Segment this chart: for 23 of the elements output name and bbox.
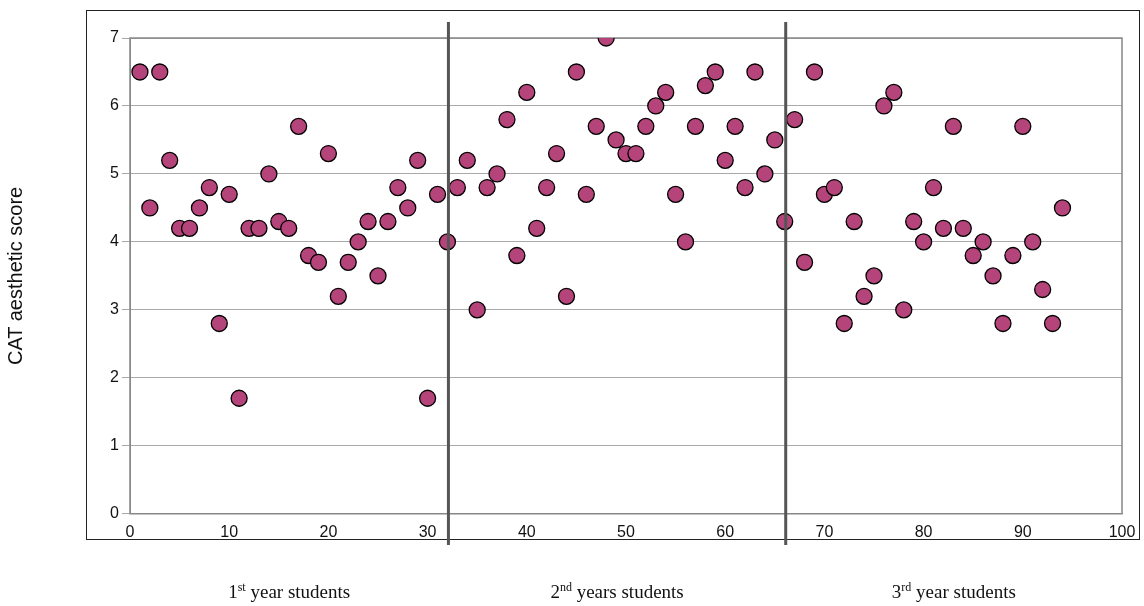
y-tick-label: 7 (110, 28, 120, 46)
text: 3$^{rd}$ year students (891, 580, 1016, 604)
x-tick-label: 70 (815, 522, 834, 540)
y-tick-label: 6 (110, 96, 120, 114)
x-tick-label: 90 (1013, 522, 1032, 540)
text: 2$^{nd}$ years students (550, 580, 684, 604)
x-tick-label: 40 (517, 522, 536, 540)
x-tick-label: 20 (319, 522, 338, 540)
y-tick-label: 5 (110, 164, 120, 182)
y-tick-label: 4 (110, 232, 120, 250)
x-tick-label: 80 (914, 522, 933, 540)
y-axis-title: CAT aesthetic score (3, 186, 26, 366)
x-tick-label: 50 (617, 522, 635, 540)
x-tick-label: 60 (716, 522, 735, 540)
x-tick-label: 0 (125, 522, 135, 540)
x-tick-label: 30 (418, 522, 437, 540)
y-tick-label: 0 (110, 504, 120, 522)
x-tick-label: 100 (1108, 522, 1136, 540)
text: 1$^{st}$ year students (228, 580, 351, 604)
y-tick-label: 1 (110, 436, 120, 454)
x-tick-label: 10 (220, 522, 239, 540)
y-tick-label: 2 (110, 368, 120, 386)
y-tick-label: 3 (110, 300, 120, 318)
